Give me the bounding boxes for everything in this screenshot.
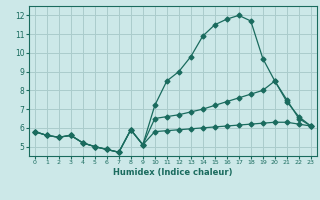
X-axis label: Humidex (Indice chaleur): Humidex (Indice chaleur): [113, 168, 233, 177]
